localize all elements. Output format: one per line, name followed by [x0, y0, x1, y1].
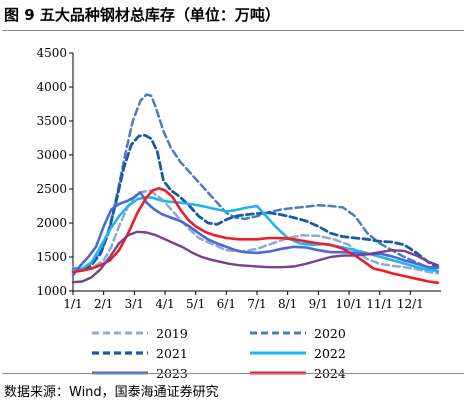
bottom-divider [2, 373, 464, 374]
legend-label-2022: 2022 [314, 346, 346, 361]
series-line-unlabeled-6 [71, 230, 440, 284]
y-tick-label: 4500 [36, 46, 67, 60]
x-tick-label: 6/1 [217, 297, 236, 311]
x-tick-label: 12/1 [397, 297, 424, 311]
series-line-2020 [71, 93, 440, 271]
y-tick-label: 3500 [36, 114, 67, 128]
x-tick-label: 4/1 [155, 297, 174, 311]
chart-axes: 1000 1500 2000 2500 3000 3500 4000 4500 1/1 2/1 3/… [36, 46, 441, 311]
series-line-2021 [71, 133, 440, 273]
top-divider [2, 30, 464, 31]
x-tick-label: 2/1 [94, 297, 113, 311]
y-tick-label: 2500 [36, 182, 67, 196]
series-line-2024 [71, 187, 440, 285]
y-tick-label: 4000 [36, 80, 67, 94]
y-tick-label: 3000 [36, 148, 67, 162]
chart-title: 图 9 五大品种钢材总库存（单位：万吨） [4, 6, 280, 24]
x-tick-label: 8/1 [278, 297, 297, 311]
y-tick-label: 1000 [36, 284, 67, 298]
y-tick-label: 2000 [36, 216, 67, 230]
legend-label-2021: 2021 [156, 346, 188, 361]
legend-label-2020: 2020 [314, 326, 346, 341]
legend-label-2019: 2019 [156, 326, 188, 341]
x-tick-label: 7/1 [247, 297, 266, 311]
x-tick-label: 5/1 [186, 297, 205, 311]
series-layer [71, 93, 440, 285]
x-tick-label: 10/1 [336, 297, 363, 311]
x-tick-label: 11/1 [366, 297, 393, 311]
y-tick-label: 1500 [36, 250, 67, 264]
x-tick-label: 9/1 [309, 297, 328, 311]
source-note: 数据来源：Wind，国泰海通证券研究 [4, 385, 219, 400]
x-tick-label: 1/1 [63, 297, 82, 311]
x-tick-label: 3/1 [125, 297, 144, 311]
